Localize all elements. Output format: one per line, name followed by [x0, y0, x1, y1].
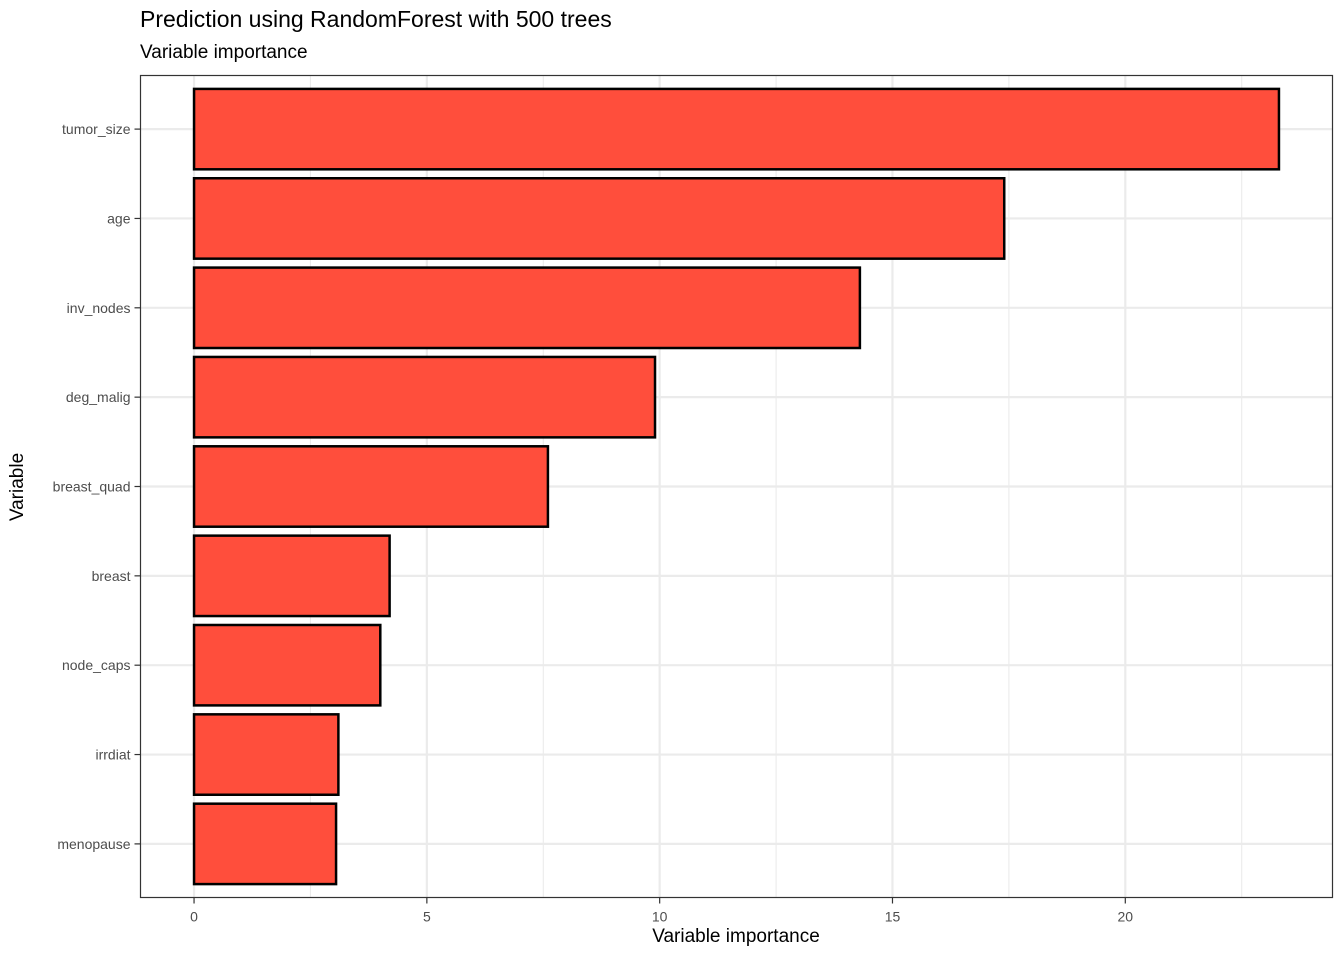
- x-tick-label: 15: [885, 909, 901, 925]
- bar-node-caps: [192, 623, 382, 707]
- panel-border: [139, 74, 1334, 899]
- x-tick-label: 0: [190, 909, 198, 925]
- x-tick-label: 5: [423, 909, 431, 925]
- bar-breast: [192, 534, 391, 618]
- y-tick-label-breast: breast: [92, 568, 131, 584]
- y-axis-title: Variable: [7, 452, 28, 522]
- y-tick-label-menopause: menopause: [57, 836, 130, 852]
- x-axis-title: Variable importance: [652, 926, 820, 947]
- bar-menopause: [192, 802, 338, 886]
- x-tick-label: 20: [1118, 909, 1134, 925]
- chart-title: Prediction using RandomForest with 500 t…: [140, 6, 612, 32]
- y-tick-label-inv-nodes: inv_nodes: [67, 300, 131, 316]
- bar-deg-malig: [192, 355, 657, 439]
- bar-inv-nodes: [192, 266, 862, 350]
- y-tick-label-tumor-size: tumor_size: [62, 121, 131, 137]
- bar-irrdiat: [192, 713, 340, 797]
- y-tick-label-breast-quad: breast_quad: [53, 479, 131, 495]
- y-tick-label-age: age: [107, 210, 131, 226]
- y-tick-label-node-caps: node_caps: [62, 657, 131, 673]
- bars: [192, 87, 1281, 886]
- chart-subtitle: Variable importance: [140, 42, 308, 63]
- bar-breast-quad: [192, 445, 550, 528]
- y-tick-label-deg-malig: deg_malig: [66, 389, 131, 405]
- x-tick-label: 10: [652, 909, 668, 925]
- bar-tumor-size: [192, 87, 1281, 171]
- y-tick-label-irrdiat: irrdiat: [95, 747, 130, 763]
- bar-age: [192, 177, 1006, 260]
